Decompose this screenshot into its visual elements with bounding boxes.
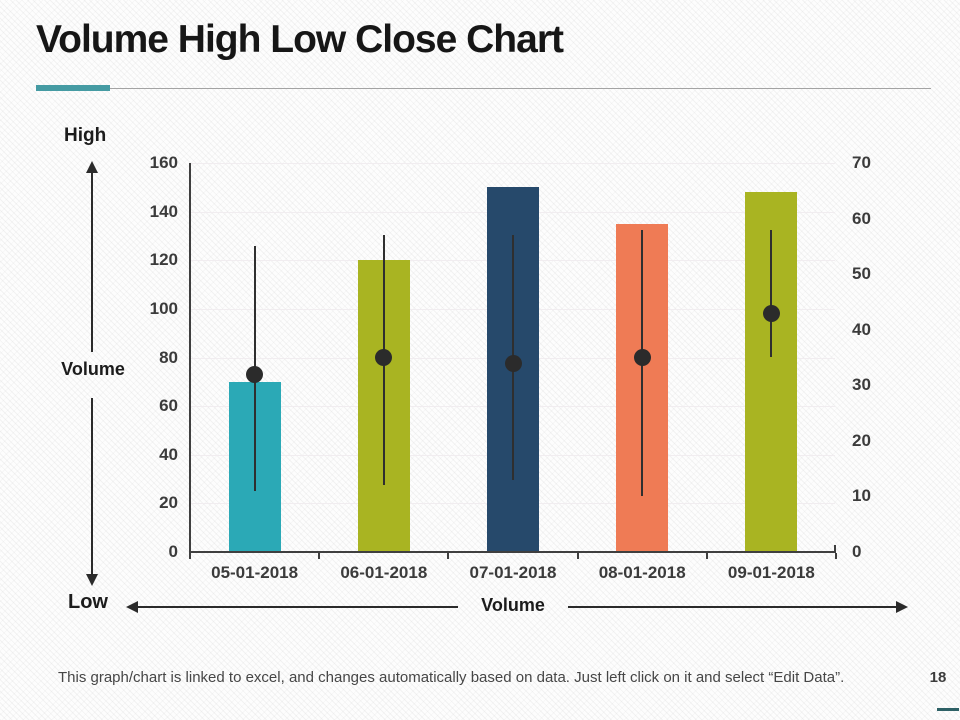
volume-bottom-axis-label: Volume bbox=[481, 595, 545, 615]
gridline bbox=[191, 163, 835, 164]
x-axis-label: 09-01-2018 bbox=[727, 563, 815, 582]
left-arrowhead-icon bbox=[126, 601, 138, 613]
y-axis-tick-label-left: 0 bbox=[168, 542, 178, 561]
x-axis-label: 06-01-2018 bbox=[340, 563, 428, 582]
close-marker[interactable] bbox=[504, 354, 522, 372]
high-axis-label: High bbox=[64, 125, 107, 146]
horizontal-arrow-shaft-right bbox=[568, 606, 897, 608]
y-axis-tick-label-left: 20 bbox=[159, 493, 178, 513]
x-axis-tick bbox=[447, 553, 450, 559]
x-axis-tick bbox=[835, 553, 837, 559]
footer-accent-dash bbox=[937, 708, 959, 711]
y-axis-tick-label-left: 100 bbox=[149, 298, 178, 318]
x-axis-tick bbox=[705, 553, 708, 559]
y-axis-tick-label-left: 140 bbox=[149, 201, 178, 221]
up-arrowhead-icon bbox=[86, 161, 98, 173]
y-axis-tick-label-right: 30 bbox=[852, 375, 871, 395]
y-axis-tick-label-left: 160 bbox=[149, 153, 178, 172]
title-divider-line bbox=[36, 88, 931, 89]
low-axis-label: Low bbox=[68, 591, 108, 613]
y-axis-tick-label-right: 0 bbox=[852, 542, 862, 561]
horizontal-arrow-shaft-left bbox=[137, 606, 458, 608]
high-low-line[interactable] bbox=[770, 229, 773, 358]
y-axis-tick-label-right: 50 bbox=[852, 264, 871, 284]
y-axis-tick-label-right: 70 bbox=[852, 153, 871, 172]
x-axis-tick bbox=[318, 553, 321, 559]
y-axis-tick-label-left: 120 bbox=[149, 250, 178, 270]
x-axis-label: 05-01-2018 bbox=[211, 563, 299, 582]
x-axis-line bbox=[189, 551, 836, 553]
volume-left-axis-label: Volume bbox=[61, 359, 125, 379]
y-axis-tick-label-right: 10 bbox=[852, 486, 871, 506]
y-axis-tick-label-left: 40 bbox=[159, 444, 178, 464]
title-accent-bar bbox=[36, 85, 110, 91]
close-marker[interactable] bbox=[633, 349, 651, 366]
page-number: 18 bbox=[929, 669, 947, 686]
x-axis-label: 08-01-2018 bbox=[598, 563, 686, 582]
right-arrowhead-icon bbox=[896, 601, 908, 613]
close-marker[interactable] bbox=[762, 304, 780, 322]
secondary-axis-stub bbox=[834, 545, 836, 552]
y-axis-tick-label-left: 80 bbox=[159, 347, 178, 367]
y-axis-tick-label-left: 60 bbox=[159, 396, 178, 416]
vertical-arrow-shaft-lower bbox=[91, 398, 93, 574]
y-axis-tick-label-right: 40 bbox=[852, 319, 871, 339]
y-axis-tick-label-right: 60 bbox=[852, 208, 871, 228]
footer-note: This graph/chart is linked to excel, and… bbox=[58, 669, 845, 686]
x-axis-tick bbox=[189, 553, 191, 559]
slide-title: Volume High Low Close Chart bbox=[36, 18, 564, 61]
y-axis-tick-label-right: 20 bbox=[852, 430, 871, 450]
y-axis-line bbox=[189, 163, 191, 553]
x-axis-label: 07-01-2018 bbox=[469, 563, 557, 582]
close-marker[interactable] bbox=[375, 349, 393, 366]
vertical-arrow-shaft-upper bbox=[91, 172, 93, 352]
down-arrowhead-icon bbox=[86, 574, 98, 586]
close-marker[interactable] bbox=[246, 365, 264, 383]
x-axis-tick bbox=[576, 553, 579, 559]
